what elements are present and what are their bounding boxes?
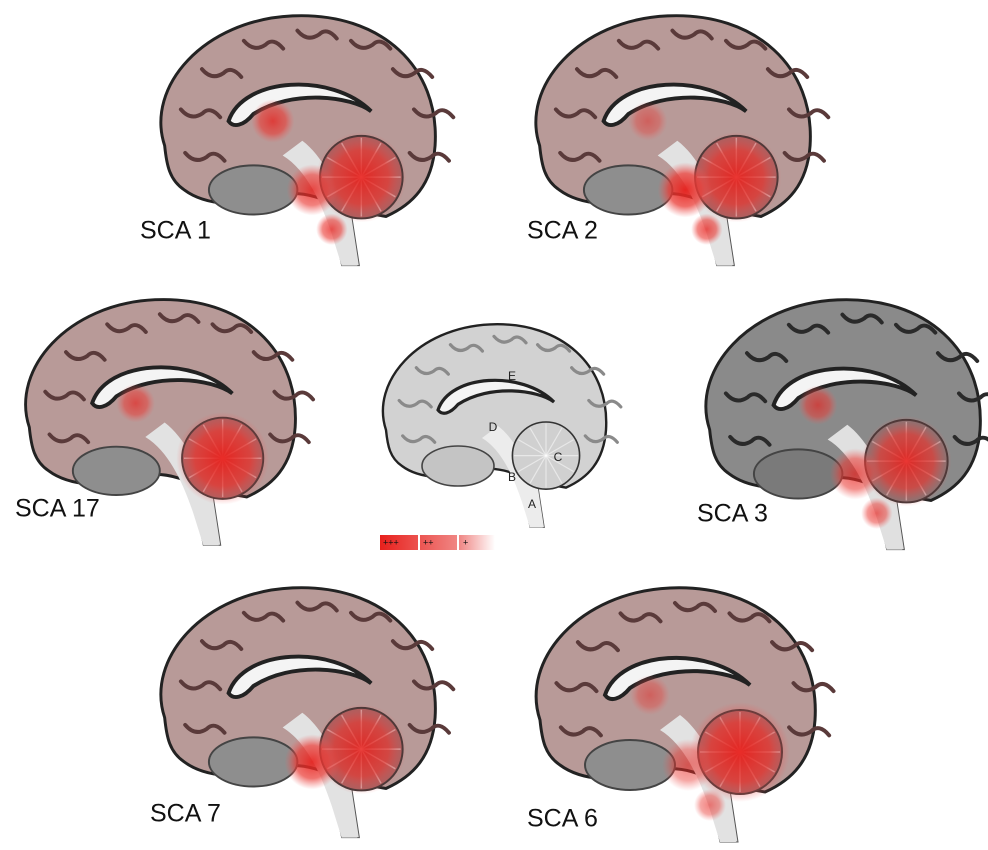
temporal-lobe xyxy=(209,165,297,214)
brain xyxy=(383,324,621,527)
figure: +++ ++ + SCA 1 SCA 2 SCA 17 SCA 3 SCA 7 SCA 6… xyxy=(0,0,988,850)
lesion-highlight xyxy=(628,101,667,140)
legend-label: ++ xyxy=(423,537,434,547)
lesion-highlight xyxy=(116,384,155,423)
lesion-highlight xyxy=(251,99,294,142)
legend-label: + xyxy=(463,537,468,547)
region-label: C xyxy=(554,450,563,464)
legend-label: +++ xyxy=(383,537,399,547)
temporal-lobe xyxy=(754,449,843,498)
temporal-lobe xyxy=(73,447,160,495)
region-label: D xyxy=(489,420,498,434)
region-label: A xyxy=(528,497,536,511)
temporal-lobe xyxy=(422,446,494,486)
lesion-highlight xyxy=(691,132,781,222)
lesion-highlight xyxy=(316,704,406,794)
lesion-highlight xyxy=(690,702,790,802)
lesion-highlight xyxy=(861,416,951,506)
lesion-highlight xyxy=(176,412,269,505)
panel-label: SCA 7 xyxy=(150,800,221,828)
panel-label: SCA 2 xyxy=(527,217,598,245)
temporal-lobe xyxy=(585,740,675,790)
lesion-highlight xyxy=(630,675,670,715)
panel-label: SCA 1 xyxy=(140,217,211,245)
lesion-highlight xyxy=(316,132,406,222)
region-label: E xyxy=(508,369,516,383)
temporal-lobe xyxy=(209,737,297,786)
region-label: B xyxy=(508,470,516,484)
panel-label: SCA 17 xyxy=(15,495,100,523)
panel-label: SCA 6 xyxy=(527,805,598,833)
panel-label: SCA 3 xyxy=(697,500,768,528)
lesion-highlight xyxy=(798,385,837,424)
